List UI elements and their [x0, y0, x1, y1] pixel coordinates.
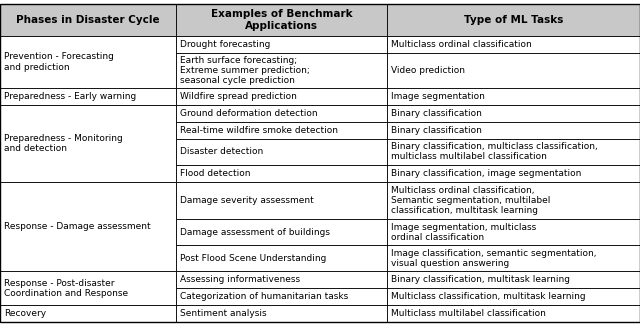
Bar: [387, 288, 640, 305]
Text: Post Flood Scene Understanding: Post Flood Scene Understanding: [180, 254, 326, 263]
Text: Assessing informativeness: Assessing informativeness: [180, 275, 300, 284]
Text: Binary classification, multiclass classification,
multiclass multilabel classifi: Binary classification, multiclass classi…: [391, 142, 598, 161]
Text: Preparedness - Monitoring
and detection: Preparedness - Monitoring and detection: [4, 134, 123, 153]
Text: Type of ML Tasks: Type of ML Tasks: [464, 15, 563, 25]
Bar: [176, 4, 387, 36]
Text: Damage assessment of buildings: Damage assessment of buildings: [180, 228, 330, 237]
Bar: [0, 88, 176, 105]
Bar: [387, 139, 640, 165]
Text: Phases in Disaster Cycle: Phases in Disaster Cycle: [16, 15, 160, 25]
Text: Binary classification: Binary classification: [391, 109, 482, 118]
Bar: [176, 36, 387, 52]
Bar: [387, 4, 640, 36]
Text: Categorization of humanitarian tasks: Categorization of humanitarian tasks: [180, 292, 348, 301]
Bar: [176, 245, 387, 272]
Bar: [387, 245, 640, 272]
Text: Ground deformation detection: Ground deformation detection: [180, 109, 317, 118]
Bar: [0, 272, 176, 305]
Bar: [176, 105, 387, 122]
Bar: [176, 122, 387, 139]
Bar: [387, 105, 640, 122]
Text: Image segmentation, multiclass
ordinal classification: Image segmentation, multiclass ordinal c…: [391, 223, 536, 242]
Text: Multiclass ordinal classification: Multiclass ordinal classification: [391, 40, 532, 49]
Bar: [387, 165, 640, 182]
Bar: [0, 305, 176, 322]
Bar: [176, 165, 387, 182]
Bar: [176, 288, 387, 305]
Text: Video prediction: Video prediction: [391, 66, 465, 75]
Text: Wildfire spread prediction: Wildfire spread prediction: [180, 92, 297, 101]
Bar: [176, 182, 387, 219]
Bar: [387, 36, 640, 52]
Text: Real-time wildfire smoke detection: Real-time wildfire smoke detection: [180, 126, 338, 135]
Bar: [0, 105, 176, 182]
Bar: [0, 4, 176, 36]
Bar: [387, 182, 640, 219]
Text: Earth surface forecasting;
Extreme summer prediction;
seasonal cycle prediction: Earth surface forecasting; Extreme summe…: [180, 55, 310, 85]
Text: Response - Post-disaster
Coordination and Response: Response - Post-disaster Coordination an…: [4, 279, 128, 298]
Text: Image classification, semantic segmentation,
visual question answering: Image classification, semantic segmentat…: [391, 249, 596, 268]
Bar: [176, 139, 387, 165]
Bar: [387, 272, 640, 288]
Bar: [0, 36, 176, 88]
Text: Binary classification, multitask learning: Binary classification, multitask learnin…: [391, 275, 570, 284]
Bar: [176, 52, 387, 88]
Bar: [387, 88, 640, 105]
Text: Examples of Benchmark
Applications: Examples of Benchmark Applications: [211, 9, 353, 31]
Bar: [176, 272, 387, 288]
Text: Flood detection: Flood detection: [180, 169, 250, 178]
Text: Image segmentation: Image segmentation: [391, 92, 485, 101]
Text: Multiclass multilabel classification: Multiclass multilabel classification: [391, 309, 546, 318]
Text: Damage severity assessment: Damage severity assessment: [180, 196, 314, 205]
Bar: [387, 122, 640, 139]
Text: Response - Damage assessment: Response - Damage assessment: [4, 222, 150, 231]
Bar: [0, 182, 176, 272]
Bar: [387, 305, 640, 322]
Text: Multiclass ordinal classification,
Semantic segmentation, multilabel
classificat: Multiclass ordinal classification, Seman…: [391, 185, 550, 215]
Text: Binary classification: Binary classification: [391, 126, 482, 135]
Text: Recovery: Recovery: [4, 309, 46, 318]
Text: Binary classification, image segmentation: Binary classification, image segmentatio…: [391, 169, 582, 178]
Text: Prevention - Forecasting
and prediction: Prevention - Forecasting and prediction: [4, 52, 114, 72]
Text: Disaster detection: Disaster detection: [180, 147, 263, 156]
Text: Drought forecasting: Drought forecasting: [180, 40, 270, 49]
Bar: [387, 219, 640, 245]
Text: Sentiment analysis: Sentiment analysis: [180, 309, 267, 318]
Text: Preparedness - Early warning: Preparedness - Early warning: [4, 92, 136, 101]
Text: Multiclass classification, multitask learning: Multiclass classification, multitask lea…: [391, 292, 586, 301]
Bar: [176, 88, 387, 105]
Bar: [387, 52, 640, 88]
Bar: [176, 305, 387, 322]
Bar: [176, 219, 387, 245]
